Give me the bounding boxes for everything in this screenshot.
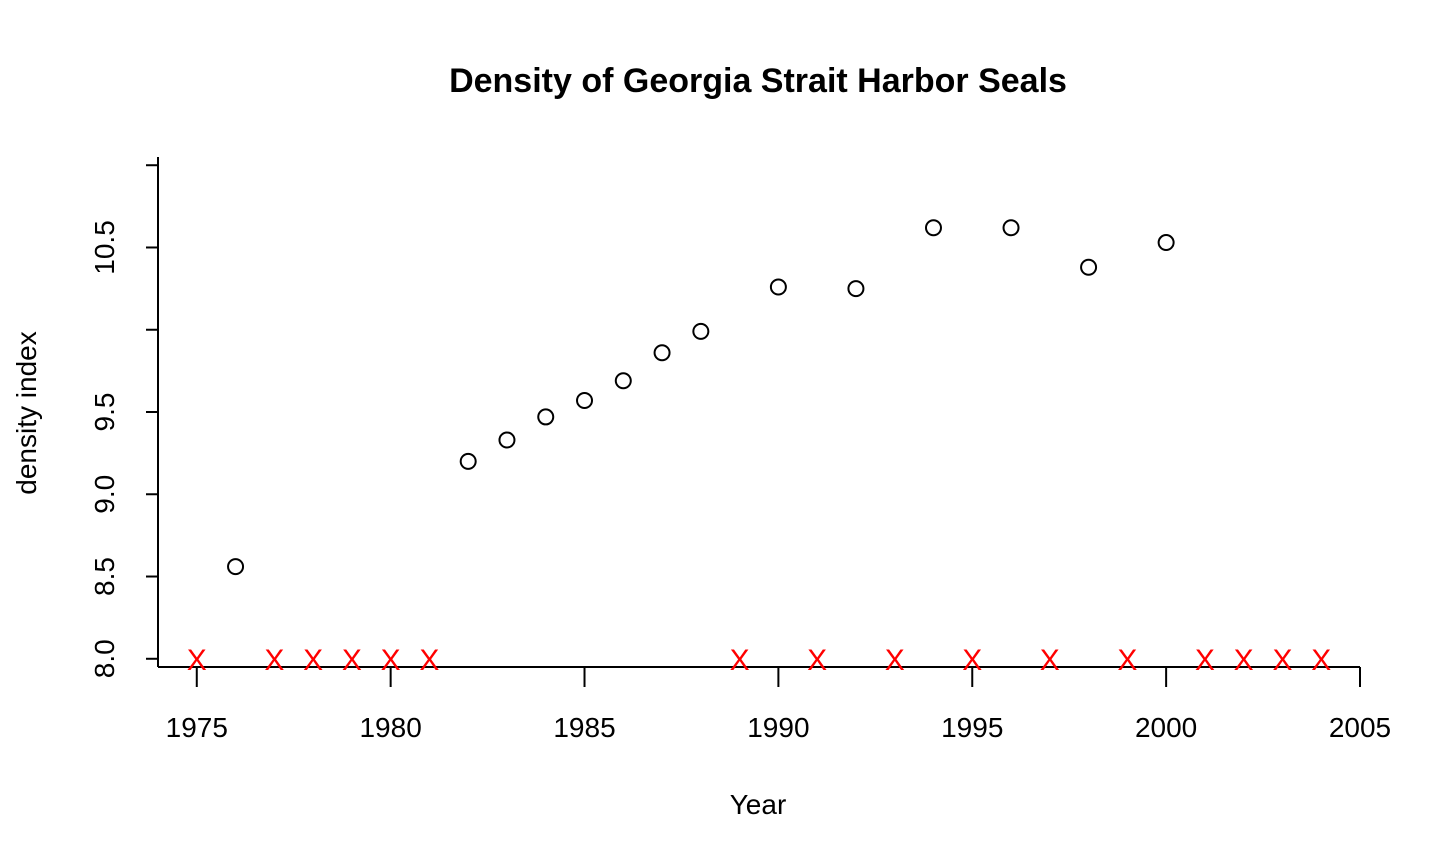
chart-title: Density of Georgia Strait Harbor Seals	[449, 62, 1067, 100]
data-point	[498, 431, 516, 449]
x-tick-label: 2000	[1135, 712, 1197, 743]
data-point	[576, 391, 594, 409]
missing-marker: X	[303, 644, 323, 677]
data-points	[227, 219, 1175, 576]
y-tick-label: 10.5	[89, 220, 120, 275]
missing-marker: X	[962, 644, 982, 677]
data-point	[614, 372, 632, 390]
data-point	[1080, 258, 1098, 276]
missing-marker: X	[187, 644, 207, 677]
data-point	[1002, 219, 1020, 237]
data-point	[227, 558, 245, 576]
missing-marker: X	[1272, 644, 1292, 677]
x-tick-label: 1980	[359, 712, 421, 743]
data-point	[459, 452, 477, 470]
missing-marker: X	[1311, 644, 1331, 677]
data-point	[1157, 234, 1175, 252]
x-axis: 1975 1980 1985 1990 1995 2000 2005	[158, 666, 1391, 743]
missing-marker: X	[807, 644, 827, 677]
data-point	[653, 344, 671, 362]
y-axis: 8.0 8.5 9.0 9.5 10.5	[89, 157, 159, 678]
missing-marker: X	[342, 644, 362, 677]
x-tick-label: 1990	[747, 712, 809, 743]
missing-marker: X	[1234, 644, 1254, 677]
x-tick-label: 2005	[1329, 712, 1391, 743]
data-point	[924, 219, 942, 237]
missing-marker: X	[264, 644, 284, 677]
data-point	[692, 322, 710, 340]
y-tick-label: 9.0	[89, 475, 120, 514]
x-tick-label: 1975	[166, 712, 228, 743]
data-point	[847, 280, 865, 298]
y-tick-label: 9.5	[89, 393, 120, 432]
y-tick-label: 8.0	[89, 639, 120, 678]
y-axis-label: density index	[11, 331, 42, 494]
missing-marker: X	[1195, 644, 1215, 677]
missing-marker: X	[419, 644, 439, 677]
x-axis-label: Year	[730, 789, 787, 820]
missing-marker: X	[730, 644, 750, 677]
missing-marker: X	[885, 644, 905, 677]
data-point	[537, 408, 555, 426]
missing-marker: X	[1040, 644, 1060, 677]
y-tick-label: 8.5	[89, 557, 120, 596]
x-tick-label: 1995	[941, 712, 1003, 743]
missing-marker: X	[1117, 644, 1137, 677]
x-tick-label: 1985	[553, 712, 615, 743]
missing-marker: X	[381, 644, 401, 677]
data-point	[769, 278, 787, 296]
